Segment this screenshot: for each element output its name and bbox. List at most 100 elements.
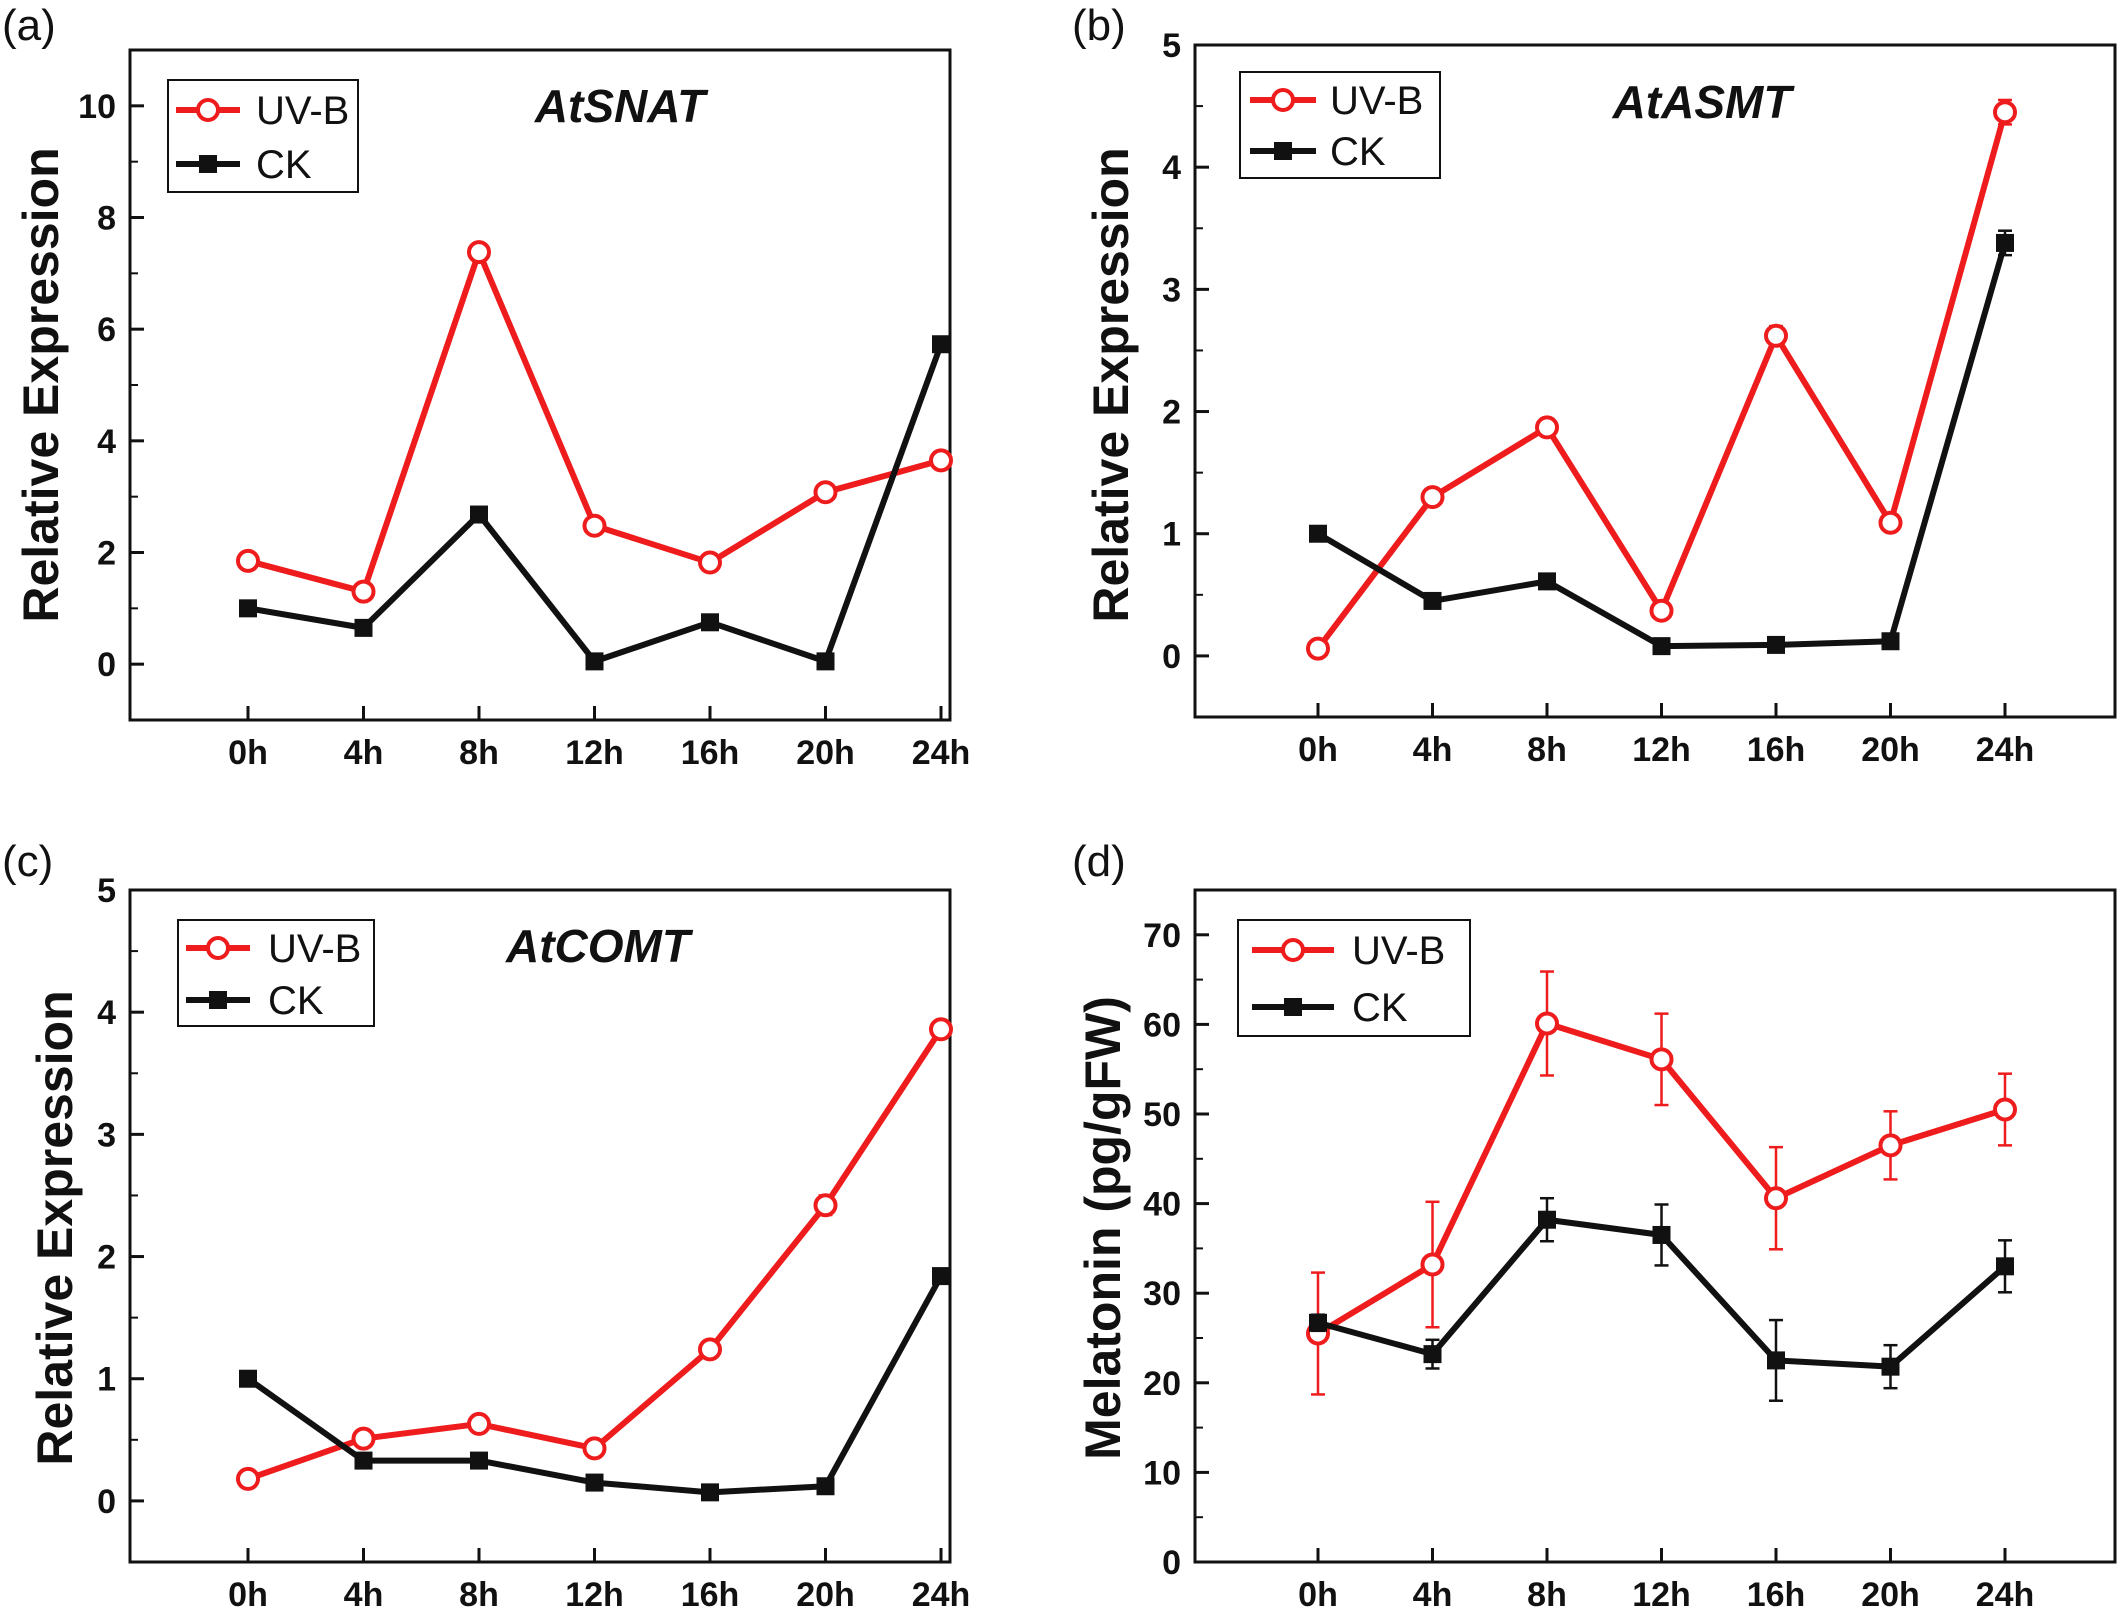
panel-c-legend-uvb-marker — [206, 936, 230, 960]
panel-b-legend-uvb-label: UV-B — [1330, 79, 1423, 123]
xtick-label: 0h — [1298, 1576, 1338, 1614]
data-point-ck — [1652, 637, 1671, 656]
data-point-ck — [470, 1451, 488, 1470]
panel-a-legend-ck-label: CK — [256, 143, 312, 187]
ytick-label: 2 — [97, 1239, 116, 1277]
xtick-label: 4h — [1413, 1576, 1453, 1614]
data-point-uvb — [236, 548, 260, 573]
panel-b-xticks: 0h 4h 8h 12h 16h 20h 24h — [1298, 703, 2034, 769]
panel-a-letter: (a) — [2, 1, 56, 50]
xtick-label: 8h — [1527, 731, 1567, 769]
panel-d-legend: UV-B CK — [1237, 919, 1471, 1037]
panel-c-xticks: 0h 4h 8h 12h 16h 20h 24h — [228, 1548, 970, 1614]
ytick-label: 0 — [97, 1483, 116, 1521]
panel-a-series-uvb — [236, 240, 953, 604]
panel-b-legend: UV-B CK — [1239, 71, 1441, 179]
panel-a-series-ck — [239, 335, 950, 671]
data-point-ck — [1652, 1225, 1671, 1244]
ytick-label: 5 — [97, 872, 116, 910]
xtick-label: 20h — [796, 734, 855, 772]
data-point-ck — [1996, 233, 2014, 252]
xtick-label: 4h — [344, 734, 384, 772]
data-point-uvb — [1764, 323, 1788, 348]
data-point-uvb — [929, 448, 953, 473]
panel-b-legend-box — [1239, 71, 1441, 179]
panel-c-legend-uvb-label: UV-B — [268, 927, 361, 971]
xtick-label: 16h — [681, 734, 740, 772]
data-point-uvb — [813, 480, 838, 505]
data-point-ck — [701, 613, 719, 632]
data-point-uvb — [1306, 636, 1330, 661]
panel-d-legend-ck-marker — [1284, 998, 1302, 1016]
panel-d-ylabel: Melatonin (pg/gFW) — [1075, 996, 1131, 1460]
data-point-uvb — [929, 1017, 953, 1042]
panel-d-yticks: 0 10 20 30 40 50 60 70 — [1143, 917, 1209, 1582]
panel-a-legend-ck-marker — [199, 155, 217, 173]
data-point-uvb — [698, 550, 722, 575]
ytick-label: 2 — [97, 535, 116, 573]
panel-c-series-uvb — [236, 1017, 953, 1491]
ytick-label: 20 — [1143, 1365, 1181, 1403]
data-point-ck — [585, 1473, 604, 1492]
xtick-label: 24h — [1976, 731, 2035, 769]
panel-a-title: AtSNAT — [534, 80, 709, 132]
panel-b-letter: (b) — [1072, 1, 1126, 50]
series-line — [1315, 111, 2008, 651]
panel-c-yticks: 0 1 2 3 4 5 — [97, 872, 144, 1521]
xtick-label: 4h — [344, 1576, 384, 1614]
xtick-label: 24h — [912, 1576, 971, 1614]
ytick-label: 3 — [97, 1116, 116, 1154]
panel-d-legend-box — [1237, 919, 1471, 1037]
data-point-uvb — [1764, 1186, 1788, 1211]
ytick-label: 6 — [97, 311, 116, 349]
data-point-ck — [354, 618, 373, 637]
panel-b-legend-ck-label: CK — [1330, 130, 1386, 174]
data-point-uvb — [1993, 1097, 2017, 1122]
ytick-label: 4 — [1162, 149, 1181, 187]
data-point-uvb — [1535, 1011, 1559, 1036]
panel-c-title: AtCOMT — [505, 920, 694, 972]
panel-a-legend-uvb-marker — [196, 98, 220, 122]
data-point-uvb — [1993, 100, 2017, 125]
xtick-label: 12h — [1632, 731, 1691, 769]
data-point-uvb — [236, 1466, 260, 1491]
panel-a-yticks: 0 2 4 6 8 10 — [78, 88, 144, 684]
data-point-ck — [1538, 572, 1556, 591]
panel-a-xticks: 0h 4h 8h 12h 16h 20h 24h — [228, 706, 970, 772]
data-point-uvb — [351, 1426, 376, 1451]
xtick-label: 0h — [228, 734, 268, 772]
xtick-label: 20h — [1861, 731, 1920, 769]
series-line — [247, 1027, 944, 1482]
panel-a: (a) Relative Expression AtSNAT 0 2 4 6 8 10 0… — [2, 1, 970, 772]
panel-d-xticks: 0h 4h 8h 12h 16h 20h 24h — [1298, 1548, 2034, 1614]
ytick-label: 0 — [97, 646, 116, 684]
xtick-label: 24h — [1976, 1576, 2035, 1614]
data-point-ck — [1309, 524, 1327, 543]
series-line — [247, 249, 942, 595]
panel-a-legend: UV-B CK — [167, 79, 359, 193]
data-point-ck — [1309, 1313, 1327, 1332]
data-point-uvb — [1420, 1252, 1445, 1277]
xtick-label: 0h — [1298, 731, 1338, 769]
ytick-label: 2 — [1162, 394, 1181, 432]
ytick-label: 0 — [1162, 1544, 1181, 1582]
data-point-ck — [470, 505, 488, 524]
ytick-label: 10 — [1143, 1454, 1181, 1492]
data-point-ck — [1423, 591, 1442, 610]
panel-d-legend-uvb-label: UV-B — [1352, 929, 1445, 973]
data-point-ck — [816, 1477, 835, 1496]
xtick-label: 16h — [1747, 1576, 1806, 1614]
xtick-label: 20h — [796, 1576, 855, 1614]
data-point-ck — [354, 1451, 373, 1470]
data-point-ck — [1767, 635, 1785, 654]
panel-b-series-ck — [1309, 229, 2014, 656]
xtick-label: 24h — [912, 734, 971, 772]
data-point-ck — [239, 599, 257, 618]
xtick-label: 16h — [1747, 731, 1806, 769]
ytick-label: 3 — [1162, 271, 1181, 309]
panel-b-legend-ck-marker — [1274, 142, 1292, 160]
ytick-label: 1 — [97, 1361, 116, 1399]
data-point-ck — [239, 1369, 257, 1388]
data-point-uvb — [1649, 598, 1674, 623]
xtick-label: 12h — [565, 734, 624, 772]
